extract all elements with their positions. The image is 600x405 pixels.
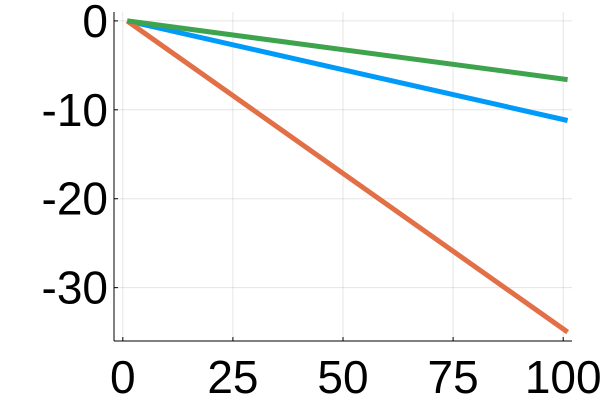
y-tick-label: 0 [82, 0, 108, 47]
axes [113, 12, 572, 342]
data-series [125, 18, 570, 335]
x-tick-label: 100 [525, 351, 600, 400]
series-line-2 [125, 18, 570, 335]
series-line-3 [126, 18, 568, 83]
series-line-1 [126, 18, 569, 123]
y-tick-label: -30 [42, 262, 108, 314]
x-tick-label: 25 [207, 351, 258, 400]
x-tick-label: 50 [317, 351, 368, 400]
x-tick-label: 0 [110, 351, 136, 400]
y-tick-label: -10 [42, 84, 108, 136]
tick-labels: 0 25 50 75 100 0 -10 -20 -30 [42, 0, 600, 403]
x-tick-label: 75 [428, 351, 479, 400]
y-tick-label: -20 [42, 173, 108, 225]
